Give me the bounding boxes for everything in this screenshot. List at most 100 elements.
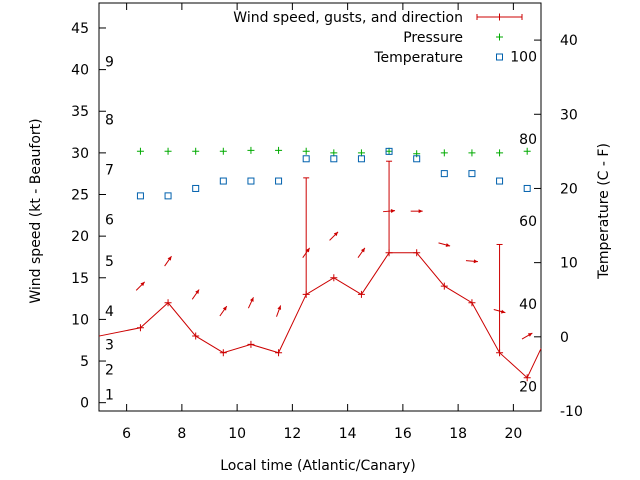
x-axis-title: Local time (Atlantic/Canary) [220,458,416,474]
wind-speed-point [247,340,255,348]
legend-label-wind: Wind speed, gusts, and direction [233,10,463,26]
wind-speed-point [330,274,338,282]
y-left-tick-label: 10 [71,312,89,328]
fahrenheit-label: 100 [510,49,537,65]
y-right-tick-label: 20 [560,181,578,197]
legend: Wind speed, gusts, and direction Pressure… [233,10,523,66]
beaufort-label: 2 [105,362,114,378]
y-right-tick-label: 0 [560,330,569,346]
fahrenheit-label: 20 [519,380,537,396]
wind-direction-arrowhead [277,305,282,310]
pressure-point [440,149,448,157]
wind-speed-point [219,349,227,357]
x-tick-label: 8 [177,426,186,442]
wind-speed-point [357,290,365,298]
temperature-point [357,155,365,163]
wind-direction-arrowhead [249,297,254,302]
wind-speed-point [192,332,200,340]
legend-label-pressure: Pressure [403,30,463,46]
temperature-point [523,184,531,192]
pressure-point [136,147,144,155]
wind-direction-arrowhead [500,309,506,314]
pressure-point [468,149,476,157]
beaufort-label: 8 [105,113,114,129]
pressure-point [219,147,227,155]
y-left-tick-label: 20 [71,229,89,245]
wind-direction-arrowhead [527,333,533,337]
temperature-point [275,177,283,185]
wind-direction-arrowhead [360,247,365,253]
temperature-point [413,155,421,163]
y-right-tick-label: 30 [560,107,578,123]
pressure-point [275,146,283,154]
beaufort-label: 3 [105,337,114,353]
temperature-point [219,177,227,185]
pressure-point [247,146,255,154]
y-left-tick-label: 25 [71,188,89,204]
wind-speed-point [413,249,421,257]
temperature-point [136,192,144,200]
wind-direction-arrowhead [445,243,451,247]
y-left-tick-label: 30 [71,146,89,162]
wind-speed-point [164,299,172,307]
x-tick-label: 14 [339,426,357,442]
legend-swatch-wind-point [496,13,503,21]
wind-direction-arrowhead [222,306,227,311]
wind-direction-arrowhead [473,259,478,264]
x-tick-label: 12 [283,426,301,442]
x-tick-label: 10 [228,426,246,442]
y-right-tick-label: 40 [560,33,578,49]
beaufort-label: 7 [105,163,114,179]
y-left-tick-label: 15 [71,271,89,287]
temperature-point [330,155,338,163]
temperature-point [302,155,310,163]
pressure-point [330,149,338,157]
temperature-point [247,177,255,185]
temperature-point [164,192,172,200]
tick-labels: 6 8 10 12 14 16 18 20051015202530354045-1001020… [71,21,583,442]
beaufort-label: 6 [105,212,114,228]
beaufort-label: 9 [105,54,114,70]
beaufort-label: 5 [105,254,114,270]
y-axis-right-title: Temperature (C - F) [596,143,612,280]
y-left-tick-label: 0 [80,396,89,412]
wind-speed-line [98,252,542,379]
fahrenheit-label: 40 [519,297,537,313]
beaufort-label: 1 [105,387,114,403]
wind-speed-point [468,299,476,307]
x-tick-label: 20 [504,426,522,442]
temperature-point [468,170,476,178]
wind-direction-arrowhead [305,247,310,253]
plot-frame [98,2,542,412]
temperature-point [440,170,448,178]
x-tick-label: 6 [122,426,131,442]
axes [98,2,542,412]
fahrenheit-label: 60 [519,214,537,230]
wind-direction-arrowhead [418,209,423,214]
wind-direction-arrowhead [140,281,145,287]
wind-direction-arrowhead [333,231,339,237]
pressure-point [496,149,504,157]
wind-speed-point [136,324,144,332]
y-left-tick-label: 35 [71,104,89,120]
y-right-tick-label: -10 [560,404,583,420]
axis-ticks [99,3,541,412]
wind-direction-arrowhead [167,256,172,261]
temperature-point [385,147,393,155]
series [98,146,542,382]
pressure-point [357,149,365,157]
legend-label-temperature: Temperature [373,50,463,66]
pressure-point [192,147,200,155]
legend-swatch-temperature [496,53,503,61]
wind-speed-point [440,282,448,290]
wind-speed-point [523,374,531,382]
fahrenheit-label: 80 [519,132,537,148]
y-left-tick-label: 40 [71,63,89,79]
temperature-point [496,177,504,185]
y-left-tick-label: 45 [71,21,89,37]
x-tick-label: 18 [449,426,467,442]
x-tick-label: 16 [394,426,412,442]
temperature-point [192,184,200,192]
legend-swatch-pressure [496,33,503,41]
